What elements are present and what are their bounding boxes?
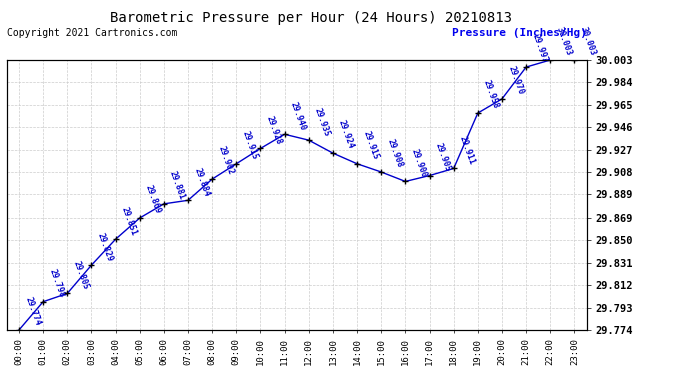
Text: 29.928: 29.928 <box>265 114 284 146</box>
Text: 29.915: 29.915 <box>241 130 259 161</box>
Text: 29.935: 29.935 <box>313 106 332 137</box>
Text: 29.924: 29.924 <box>337 119 356 150</box>
Text: Barometric Pressure per Hour (24 Hours) 20210813: Barometric Pressure per Hour (24 Hours) … <box>110 11 511 25</box>
Text: 29.911: 29.911 <box>458 134 477 166</box>
Text: 29.997: 29.997 <box>531 33 549 64</box>
Text: 29.805: 29.805 <box>72 260 90 291</box>
Text: 29.958: 29.958 <box>482 79 501 110</box>
Text: 29.905: 29.905 <box>434 141 453 173</box>
Text: 29.829: 29.829 <box>96 231 115 262</box>
Text: 29.908: 29.908 <box>386 138 404 169</box>
Text: 29.915: 29.915 <box>362 130 380 161</box>
Text: 29.902: 29.902 <box>217 145 235 176</box>
Text: 29.900: 29.900 <box>410 147 428 178</box>
Text: 29.881: 29.881 <box>168 170 187 201</box>
Text: 30.003: 30.003 <box>579 26 598 57</box>
Text: 29.851: 29.851 <box>120 205 139 236</box>
Text: Copyright 2021 Cartronics.com: Copyright 2021 Cartronics.com <box>7 28 177 38</box>
Text: 29.970: 29.970 <box>506 65 525 96</box>
Text: 30.003: 30.003 <box>555 26 573 57</box>
Text: 29.884: 29.884 <box>193 166 211 198</box>
Text: 29.774: 29.774 <box>23 296 42 327</box>
Text: 29.869: 29.869 <box>144 184 163 215</box>
Text: 29.798: 29.798 <box>48 268 66 299</box>
Text: Pressure (Inches/Hg): Pressure (Inches/Hg) <box>451 28 586 38</box>
Text: 29.940: 29.940 <box>289 100 308 132</box>
